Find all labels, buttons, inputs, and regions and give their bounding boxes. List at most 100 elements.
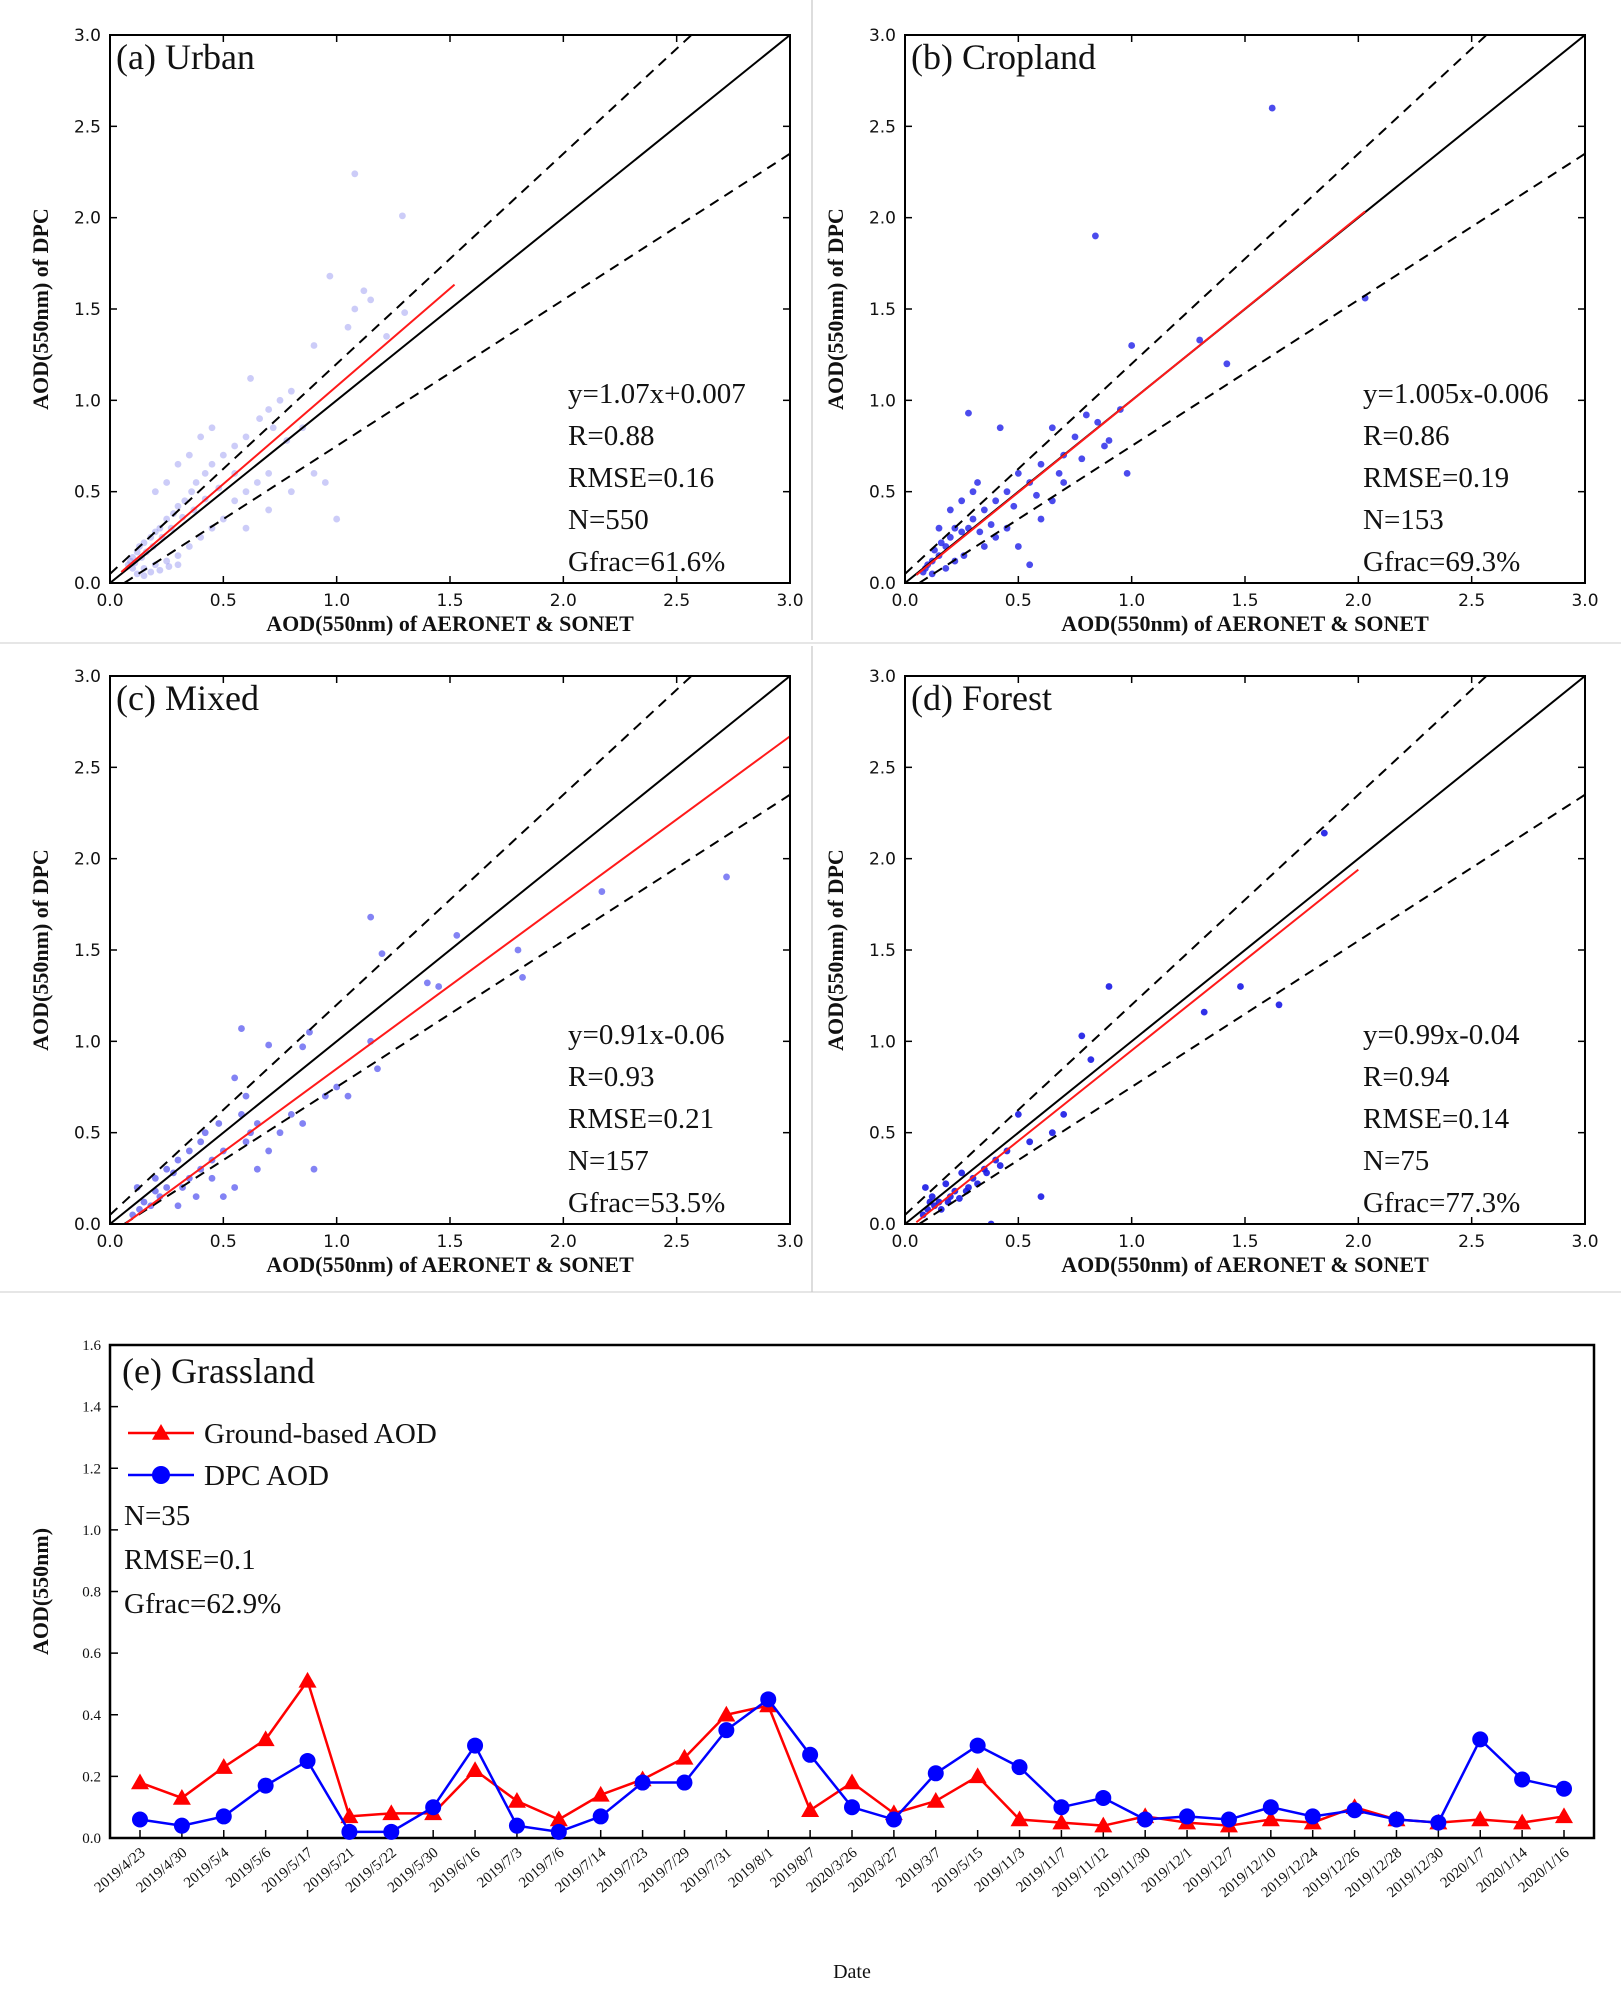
data-point [935,524,943,532]
data-point [514,946,522,954]
x-tick-label: 3.0 [776,1232,803,1252]
y-axis-label: AOD(550nm) of DPC [823,849,848,1051]
panel-title: (e) Grassland [122,1351,315,1391]
data-point [163,479,171,486]
series-marker [1346,1802,1363,1819]
series-marker [299,1752,316,1769]
plot-area [110,676,790,1224]
data-point [163,557,171,565]
series-marker [676,1774,693,1791]
x-tick-label: 0.5 [210,1232,237,1252]
y-axis-label: AOD(550nm) [28,1528,53,1655]
data-point [1060,1111,1068,1118]
data-point [174,502,182,510]
series-marker [1011,1759,1028,1776]
data-point [1268,104,1276,112]
data-point [423,979,431,987]
stat-text: RMSE=0.16 [568,462,714,494]
x-axis-label: AOD(550nm) of AERONET & SONET [1061,611,1429,636]
y-tick-label: 3.0 [869,667,896,687]
stat-text: N=35 [124,1500,190,1532]
data-point [958,497,966,505]
data-point [151,488,159,496]
data-point [1105,437,1113,444]
stat-text: Gfrac=62.9% [124,1588,281,1620]
data-point [367,913,375,921]
upper-envelope-line [905,35,1488,575]
data-point [946,533,954,541]
data-point [310,470,318,477]
series-marker [172,1788,191,1805]
data-point [174,1202,182,1210]
y-tick-label: 2.5 [869,117,896,137]
panel-title: (d) Forest [911,678,1052,718]
series-marker [508,1817,525,1834]
data-point [265,1147,273,1155]
data-point [1078,455,1086,463]
data-point [598,888,606,895]
stat-text: R=0.93 [568,1061,654,1093]
y-tick-label: 1.4 [82,1400,101,1416]
series-marker [717,1705,736,1722]
series-marker [1430,1814,1447,1831]
series-marker [1137,1811,1154,1828]
data-point [185,451,193,459]
x-tick-label: 1.0 [323,591,350,611]
data-point [1010,502,1018,510]
data-point [201,1129,209,1137]
stat-text: R=0.88 [568,420,654,452]
data-point [256,415,263,422]
legend-label: DPC AOD [204,1460,329,1492]
x-tick-label: 2.0 [1345,1232,1372,1252]
data-point [958,528,966,536]
data-point [1014,543,1022,550]
y-tick-label: 1.2 [82,1461,101,1477]
data-point [946,506,954,514]
plot-area [110,35,790,583]
data-point [969,488,977,496]
data-point [928,1193,936,1200]
series-marker [927,1765,944,1782]
data-point [299,1120,307,1127]
data-point [185,543,193,550]
series-marker [215,1808,232,1825]
data-point [453,931,461,939]
data-point [201,470,209,477]
data-point [987,521,995,528]
data-point [133,570,141,578]
data-point [265,506,273,514]
panel-title: (b) Cropland [911,37,1096,77]
y-tick-label: 0.4 [82,1708,101,1724]
series-marker [131,1773,149,1790]
series-marker [592,1808,609,1825]
x-tick-label: 1.0 [1118,591,1145,611]
data-point [1223,360,1231,368]
data-point [1014,470,1022,477]
data-point [219,1193,227,1200]
y-tick-label: 2.5 [869,758,896,778]
data-point [163,515,171,523]
data-point [399,212,406,220]
series-marker [591,1785,610,1802]
x-tick-label: 0.5 [1005,1232,1032,1252]
data-point [965,409,972,417]
series-marker [256,1730,275,1747]
data-point [1196,336,1204,344]
one-to-one-line [110,676,790,1224]
data-point [269,424,277,432]
data-point [140,1198,148,1206]
upper-envelope-line [110,35,693,575]
data-point [1078,1032,1086,1040]
series-marker [214,1758,233,1774]
data-point [165,563,173,570]
series-marker [968,1767,987,1784]
series-marker [1555,1807,1573,1824]
y-axis-label: AOD(550nm) of DPC [823,208,848,410]
data-point [969,515,977,523]
y-tick-label: 2.0 [869,850,896,870]
x-tick-label: 1.5 [1231,1232,1258,1252]
x-tick-label: 1.5 [1231,591,1258,611]
x-axis-label: AOD(550nm) of AERONET & SONET [1061,1252,1429,1277]
data-point [942,1180,950,1188]
